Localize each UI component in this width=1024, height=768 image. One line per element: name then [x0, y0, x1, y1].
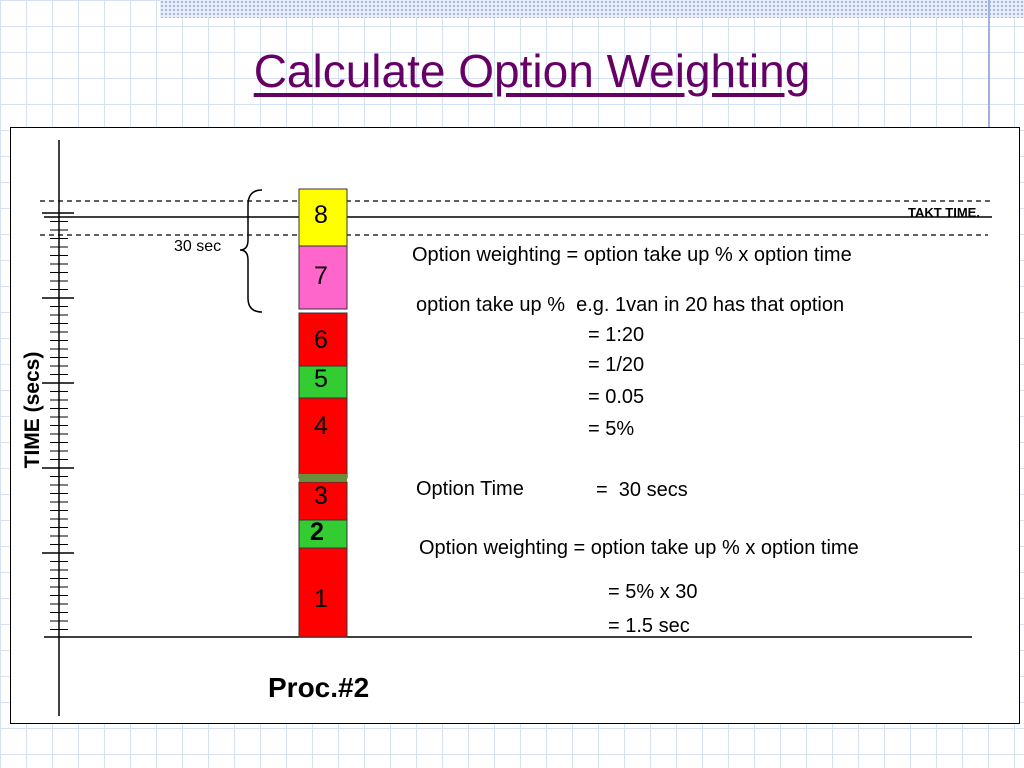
diagram-panel: [10, 127, 1020, 724]
bar-divider: [299, 474, 347, 482]
top-right-stripe: [160, 0, 1024, 18]
calculation-line: = 5% x 30: [608, 581, 698, 603]
y-axis-label: TIME (secs): [21, 351, 44, 469]
bar-segment-label-8: 8: [314, 201, 328, 229]
takt-time-label: TAKT TIME.: [908, 205, 980, 220]
bar-segment-label-2: 2: [310, 518, 324, 546]
bar-segment-label-1: 1: [314, 585, 328, 613]
thirty-sec-bracket: [239, 189, 263, 313]
ratio-line: = 1:20: [588, 324, 645, 346]
process-label: Proc.#2: [268, 672, 370, 703]
bracket-label: 30 sec: [174, 238, 222, 255]
slide-title: Calculate Option Weighting: [253, 45, 811, 97]
bar-segment-5: [298, 365, 348, 399]
right-vertical-line: [988, 0, 990, 130]
decimal-line: = 0.05: [588, 386, 645, 408]
option-time-value: = 30 secs: [596, 479, 688, 501]
y-axis-ticks: [42, 212, 74, 630]
stacked-bar: [298, 188, 348, 638]
result-line: = 1.5 sec: [608, 615, 690, 637]
percent-line: = 5%: [588, 418, 635, 440]
bar-segment-7: [298, 245, 348, 310]
bar-segment-label-7: 7: [314, 262, 328, 290]
bar-segment-6: [298, 312, 348, 367]
bar-segment-label-5: 5: [314, 365, 328, 393]
fraction-line: = 1/20: [588, 354, 645, 376]
option-time-label: Option Time: [416, 478, 524, 500]
bar-segment-8: [298, 188, 348, 247]
bar-segment-label-4: 4: [314, 412, 328, 440]
bar-segment-label-3: 3: [314, 482, 328, 510]
bar-segment-4: [298, 397, 348, 479]
take-up-example: option take up % e.g. 1van in 20 has tha…: [416, 294, 845, 316]
formula-line: Option weighting = option take up % x op…: [412, 244, 852, 266]
bar-segment-label-6: 6: [314, 326, 328, 354]
formula-line-repeat: Option weighting = option take up % x op…: [419, 537, 859, 559]
